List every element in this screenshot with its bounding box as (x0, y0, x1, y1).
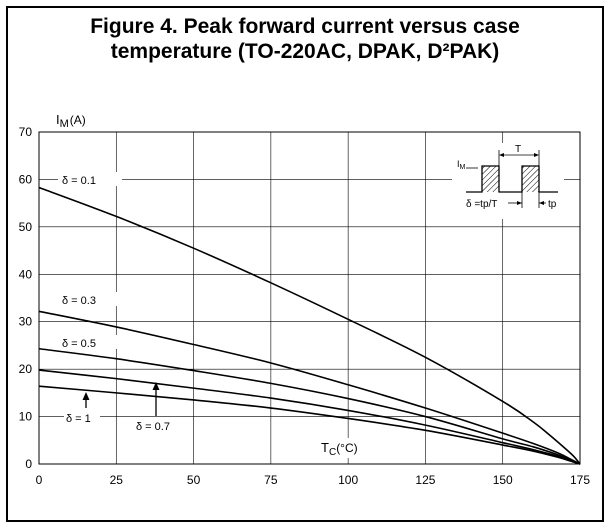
label-bg-d01 (58, 172, 122, 186)
inset-pulse-2-fill (522, 166, 539, 192)
label-d05: δ = 0.5 (62, 338, 96, 350)
inset-tp-arrow-right (539, 201, 544, 205)
inset-im-label: IM (457, 159, 466, 171)
series-delta-0-7 (38, 369, 581, 465)
x-tick-label: 75 (264, 473, 278, 487)
x-axis-label-bg (305, 438, 365, 458)
series-delta-1 (38, 385, 581, 465)
series-delta-0-5 (38, 347, 581, 465)
y-tick-label: 30 (19, 315, 33, 329)
series-delta-0-1 (38, 186, 581, 465)
arrow-d07 (152, 382, 160, 416)
series-layer (38, 186, 581, 465)
label-bg-d03 (58, 292, 122, 306)
x-tick-label: 50 (187, 473, 201, 487)
title-line-2: temperature (TO-220AC, DPAK, D²PAK) (110, 40, 500, 63)
x-tick-label: 175 (570, 473, 590, 487)
title-line-1: Figure 4. Peak forward current versus ca… (90, 15, 520, 38)
y-tick-label: 60 (19, 172, 33, 186)
inset-period-arrow-left (499, 153, 504, 157)
label-d03: δ = 0.3 (62, 295, 96, 307)
inset-pulse-1-fill (482, 166, 499, 192)
series-delta-0-3 (38, 310, 581, 465)
label-d1: δ = 1 (66, 413, 91, 425)
x-tick-label: 125 (415, 473, 435, 487)
label-bg-d05 (58, 335, 122, 349)
x-axis-label: TC(°C) (321, 440, 358, 458)
figure-title: Figure 4. Peak forward current versus ca… (8, 14, 602, 64)
label-bg-d07 (132, 419, 192, 433)
label-d01: δ = 0.1 (62, 175, 96, 187)
tick-layer: 0 25 50 75 100 125 150 175 0 10 20 30 40 50 60 70 (19, 125, 591, 487)
y-axis-label: IM(A) (56, 112, 86, 130)
plot-area (38, 131, 581, 465)
pulse-inset: IM T δ =tp/T tp (452, 143, 564, 219)
x-tick-label: 0 (36, 473, 43, 487)
inset-period-arrow-right (534, 153, 539, 157)
y-tick-label: 70 (19, 125, 33, 139)
y-tick-label: 40 (19, 267, 33, 281)
x-tick-label: 25 (110, 473, 124, 487)
label-bg-d1 (64, 410, 100, 424)
arrow-d1 (82, 392, 90, 408)
label-d07: δ = 0.7 (136, 421, 170, 433)
x-tick-label: 100 (338, 473, 358, 487)
y-tick-label: 10 (19, 410, 33, 424)
inset-bg (452, 143, 564, 219)
inset-period-label: T (515, 144, 521, 155)
y-tick-label: 50 (19, 220, 33, 234)
y-tick-label: 0 (25, 457, 32, 471)
figure-frame: Figure 4. Peak forward current versus ca… (6, 6, 604, 522)
x-tick-label: 150 (493, 473, 513, 487)
inset-waveform (466, 165, 558, 193)
inset-tp-label: tp (548, 199, 557, 210)
inset-duty-label: δ =tp/T (466, 199, 497, 210)
y-tick-label: 20 (19, 362, 33, 376)
inset-tp-arrow-left (517, 201, 522, 205)
